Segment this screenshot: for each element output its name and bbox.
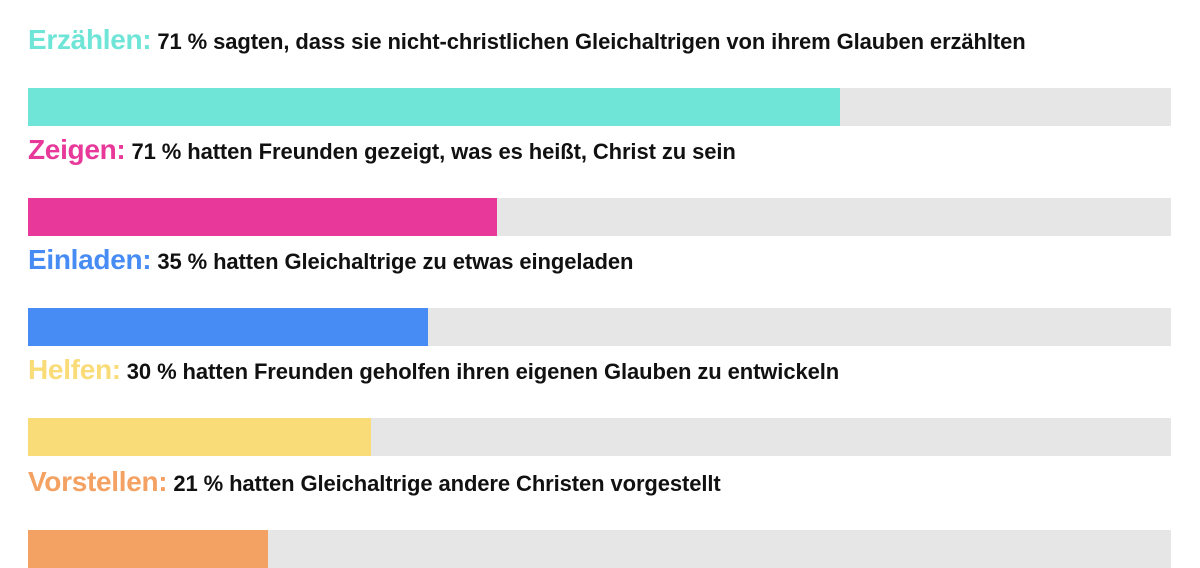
bar-row-5: Vorstellen: 21 % hatten Gleichaltrige and… <box>28 466 1171 568</box>
bar-row-2: Zeigen: 71 % hatten Freunden gezeigt, was… <box>28 134 1171 236</box>
bar-track <box>28 530 1171 568</box>
bar-description: 21 % hatten Gleichaltrige andere Christe… <box>173 471 721 496</box>
bar-keyword: Helfen: <box>28 354 121 385</box>
bar-description: 71 % sagten, dass sie nicht-christlichen… <box>157 29 1026 54</box>
bar-label: Helfen: 30 % hatten Freunden geholfen ihr… <box>28 354 839 394</box>
bar-keyword: Vorstellen: <box>28 466 168 497</box>
bar-keyword: Einladen: <box>28 244 152 275</box>
bar-description: 71 % hatten Freunden gezeigt, was es hei… <box>131 139 736 164</box>
bar-track <box>28 308 1171 346</box>
bar-description: 30 % hatten Freunden geholfen ihren eige… <box>126 359 840 384</box>
bar-track <box>28 198 1171 236</box>
bar-keyword: Erzählen: <box>28 24 152 55</box>
bar-row-3: Einladen: 35 % hatten Gleichaltrige zu et… <box>28 244 1171 346</box>
bar-keyword: Zeigen: <box>28 134 126 165</box>
bar-label: Vorstellen: 21 % hatten Gleichaltrige and… <box>28 466 721 506</box>
bar-label: Erzählen: 71 % sagten, dass sie nicht-chr… <box>28 24 1026 64</box>
bar-label: Einladen: 35 % hatten Gleichaltrige zu et… <box>28 244 633 284</box>
bar-chart: Erzählen: 71 % sagten, dass sie nicht-chr… <box>28 0 1171 568</box>
bar-track <box>28 88 1171 126</box>
bar-fill <box>28 88 840 126</box>
bar-label: Zeigen: 71 % hatten Freunden gezeigt, was… <box>28 134 736 174</box>
bar-fill <box>28 198 497 236</box>
bar-track <box>28 418 1171 456</box>
bar-description: 35 % hatten Gleichaltrige zu etwas einge… <box>157 249 634 274</box>
bar-fill <box>28 530 268 568</box>
bar-fill <box>28 308 428 346</box>
bar-fill <box>28 418 371 456</box>
bar-row-4: Helfen: 30 % hatten Freunden geholfen ihr… <box>28 354 1171 456</box>
bar-row-1: Erzählen: 71 % sagten, dass sie nicht-chr… <box>28 24 1171 126</box>
